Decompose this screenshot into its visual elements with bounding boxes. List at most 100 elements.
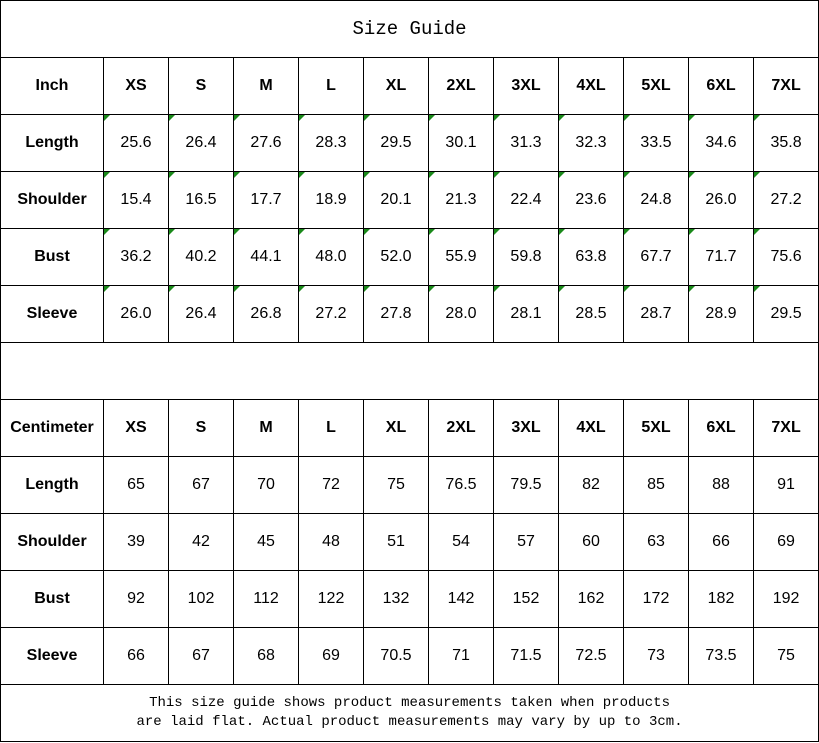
measurement-cell: 69 xyxy=(298,627,364,685)
measurement-cell: 45 xyxy=(233,513,299,571)
row-label: Length xyxy=(0,114,104,172)
row-label: Shoulder xyxy=(0,171,104,229)
measurement-cell: 68 xyxy=(233,627,299,685)
measurement-cell: 112 xyxy=(233,570,299,628)
measurement-cell: 71.5 xyxy=(493,627,559,685)
table-row: Length 65 67 70 72 75 76.5 79.5 82 85 88 91 xyxy=(0,456,819,514)
measurement-cell: 75 xyxy=(752,627,819,685)
measurement-cell: 172 xyxy=(623,570,689,628)
measurement-cell: 40.2 xyxy=(168,228,234,286)
size-header: 3XL xyxy=(493,399,559,457)
measurement-cell: 59.8 xyxy=(493,228,559,286)
header-row: Centimeter XS S M L XL 2XL 3XL 4XL 5XL 6XL 7XL xyxy=(0,399,819,457)
measurement-cell: 31.3 xyxy=(493,114,559,172)
measurement-cell: 82 xyxy=(558,456,624,514)
measurement-cell: 26.8 xyxy=(233,285,299,343)
measurement-cell: 30.1 xyxy=(428,114,494,172)
measurement-cell: 70.5 xyxy=(363,627,429,685)
measurement-cell: 66 xyxy=(688,513,754,571)
measurement-cell: 26.4 xyxy=(168,285,234,343)
table-row: Sleeve 66 67 68 69 70.5 71 71.5 72.5 73 73.5 75 xyxy=(0,627,819,685)
row-label: Bust xyxy=(0,570,104,628)
measurement-cell: 63 xyxy=(623,513,689,571)
footer-line-2: are laid flat. Actual product measuremen… xyxy=(136,714,683,730)
measurement-cell: 72 xyxy=(298,456,364,514)
size-header: S xyxy=(168,399,234,457)
measurement-cell: 60 xyxy=(558,513,624,571)
measurement-cell: 24.8 xyxy=(623,171,689,229)
measurement-cell: 182 xyxy=(688,570,754,628)
table-row: Bust 36.2 40.2 44.1 48.0 52.0 55.9 59.8 63.8 67.7… xyxy=(0,228,819,286)
measurement-cell: 16.5 xyxy=(168,171,234,229)
table-row: Bust 92 102 112 122 132 142 152 162 172 182 192 xyxy=(0,570,819,628)
measurement-cell: 102 xyxy=(168,570,234,628)
measurement-cell: 29.5 xyxy=(752,285,819,343)
measurement-cell: 55.9 xyxy=(428,228,494,286)
size-header: 7XL xyxy=(752,399,819,457)
measurement-cell: 52.0 xyxy=(363,228,429,286)
measurement-cell: 44.1 xyxy=(233,228,299,286)
size-header: XS xyxy=(103,57,169,115)
footer-row: This size guide shows product measuremen… xyxy=(0,684,819,742)
measurement-cell: 75.6 xyxy=(752,228,819,286)
measurement-cell: 66 xyxy=(103,627,169,685)
measurement-cell: 71 xyxy=(428,627,494,685)
title-row: Size Guide xyxy=(0,0,819,58)
measurement-cell: 51 xyxy=(363,513,429,571)
size-header: 6XL xyxy=(688,399,754,457)
measurement-cell: 162 xyxy=(558,570,624,628)
measurement-cell: 48.0 xyxy=(298,228,364,286)
size-header: L xyxy=(298,399,364,457)
measurement-cell: 28.3 xyxy=(298,114,364,172)
size-header: M xyxy=(233,399,299,457)
measurement-cell: 21.3 xyxy=(428,171,494,229)
spacer-row xyxy=(0,342,819,400)
row-label: Sleeve xyxy=(0,285,104,343)
size-header: 3XL xyxy=(493,57,559,115)
row-label: Bust xyxy=(0,228,104,286)
size-header: XL xyxy=(363,57,429,115)
measurement-cell: 92 xyxy=(103,570,169,628)
measurement-cell: 28.5 xyxy=(558,285,624,343)
size-header: XS xyxy=(103,399,169,457)
measurement-cell: 39 xyxy=(103,513,169,571)
measurement-cell: 26.0 xyxy=(688,171,754,229)
header-row: Inch XS S M L XL 2XL 3XL 4XL 5XL 6XL 7XL xyxy=(0,57,819,115)
table-row: Shoulder 15.4 16.5 17.7 18.9 20.1 21.3 22.4 23.6… xyxy=(0,171,819,229)
size-header: M xyxy=(233,57,299,115)
unit-header: Centimeter xyxy=(0,399,104,457)
measurement-cell: 27.2 xyxy=(752,171,819,229)
measurement-cell: 67 xyxy=(168,456,234,514)
measurement-cell: 79.5 xyxy=(493,456,559,514)
measurement-cell: 35.8 xyxy=(752,114,819,172)
size-header: L xyxy=(298,57,364,115)
measurement-cell: 91 xyxy=(752,456,819,514)
measurement-cell: 18.9 xyxy=(298,171,364,229)
table-row: Shoulder 39 42 45 48 51 54 57 60 63 66 69 xyxy=(0,513,819,571)
measurement-cell: 23.6 xyxy=(558,171,624,229)
measurement-cell: 75 xyxy=(363,456,429,514)
measurement-cell: 132 xyxy=(363,570,429,628)
size-header: XL xyxy=(363,399,429,457)
measurement-cell: 26.4 xyxy=(168,114,234,172)
measurement-cell: 73 xyxy=(623,627,689,685)
measurement-cell: 33.5 xyxy=(623,114,689,172)
measurement-cell: 122 xyxy=(298,570,364,628)
measurement-cell: 17.7 xyxy=(233,171,299,229)
measurement-cell: 152 xyxy=(493,570,559,628)
size-header: 2XL xyxy=(428,57,494,115)
page-title: Size Guide xyxy=(0,0,819,58)
size-header: 5XL xyxy=(623,399,689,457)
size-header: 4XL xyxy=(558,399,624,457)
measurement-cell: 25.6 xyxy=(103,114,169,172)
measurement-cell: 76.5 xyxy=(428,456,494,514)
size-header: 7XL xyxy=(752,57,819,115)
size-header: 4XL xyxy=(558,57,624,115)
row-label: Sleeve xyxy=(0,627,104,685)
measurement-cell: 65 xyxy=(103,456,169,514)
measurement-cell: 36.2 xyxy=(103,228,169,286)
measurement-cell: 70 xyxy=(233,456,299,514)
measurement-cell: 32.3 xyxy=(558,114,624,172)
measurement-cell: 63.8 xyxy=(558,228,624,286)
measurement-cell: 67 xyxy=(168,627,234,685)
